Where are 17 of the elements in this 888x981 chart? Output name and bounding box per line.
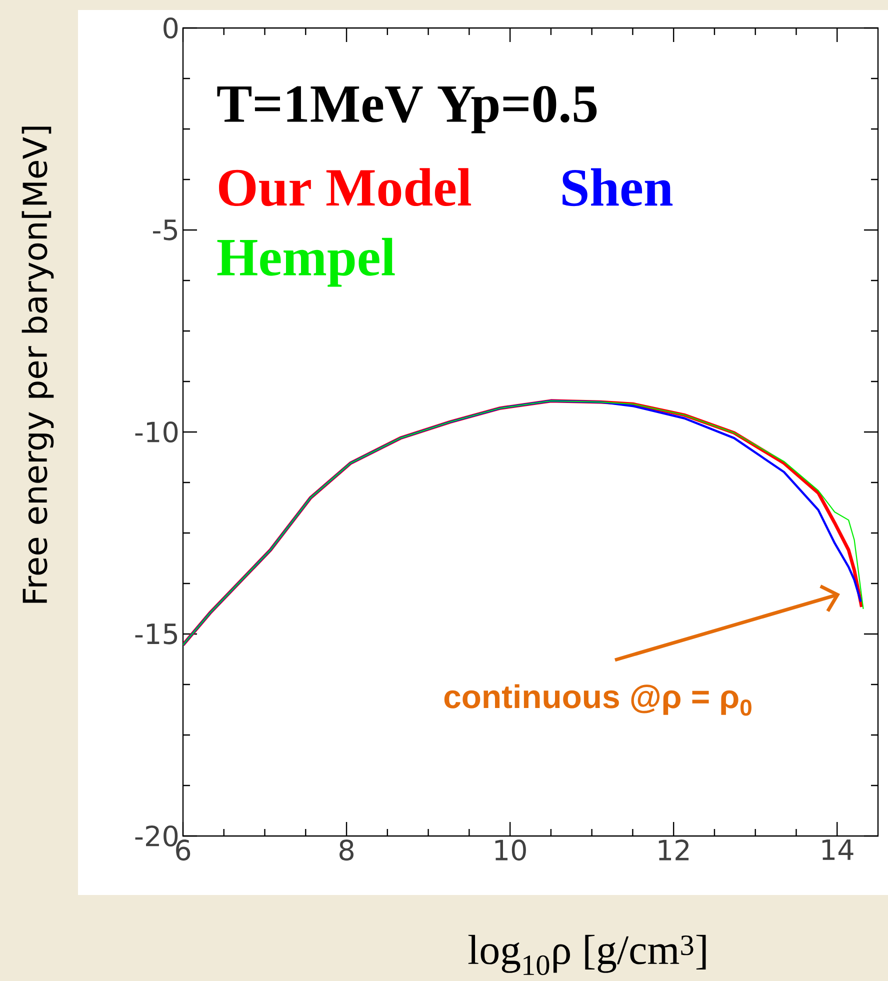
y-tick-label: 0	[164, 17, 178, 39]
text: Our Model	[219, 168, 472, 206]
x-tick-label: 14	[822, 840, 854, 860]
y-tick-label: -20	[135, 825, 178, 847]
x-tick-label: 6	[176, 840, 190, 861]
y-axis-title: Free energy per baryon[MeV]	[22, 126, 54, 603]
x-tick-label: 10	[495, 840, 526, 861]
text: T=1MeV Yp=0.5	[217, 86, 597, 134]
y-tick-label: -15	[135, 624, 178, 644]
text: Hempel	[217, 238, 395, 287]
y-tick-label: -5	[153, 220, 178, 240]
y-tick-label: -10	[135, 421, 178, 443]
x-axis-title: log$_{10}$ρ [g/cm$^{3}$]	[468, 934, 706, 976]
annotation: continuous @ρ = ρ$_{0}$	[444, 684, 752, 716]
x-tick-label: 8	[340, 840, 354, 861]
x-tick-label: 12	[658, 840, 689, 860]
text: Shen	[562, 168, 673, 206]
